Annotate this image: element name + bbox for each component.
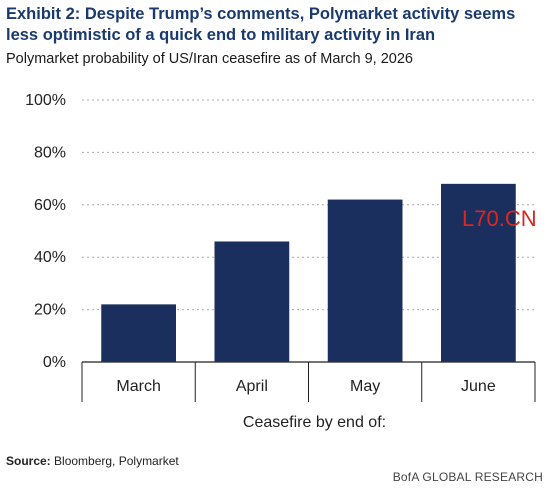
y-tick-label: 80% bbox=[34, 144, 66, 161]
source-text: Bloomberg, Polymarket bbox=[50, 454, 179, 468]
watermark: L70.CN bbox=[462, 206, 537, 231]
y-tick-label: 0% bbox=[43, 354, 66, 371]
chart-title: Exhibit 2: Despite Trump’s comments, Pol… bbox=[6, 5, 516, 44]
x-tick-label: June bbox=[461, 378, 496, 395]
x-tick-label: March bbox=[116, 378, 160, 395]
x-tick-label: May bbox=[350, 378, 380, 395]
bar bbox=[441, 183, 516, 362]
x-tick-label: April bbox=[236, 378, 268, 395]
footer-brand: BofA GLOBAL RESEARCH bbox=[392, 470, 543, 484]
source-note: Source: Bloomberg, Polymarket bbox=[6, 454, 179, 468]
x-axis-title: Ceasefire by end of: bbox=[243, 414, 386, 431]
bar bbox=[214, 241, 290, 362]
y-tick-label: 60% bbox=[34, 197, 66, 214]
bar-chart: 0% 20% 40% 60% 80% 100% March April May June Cease… bbox=[25, 92, 536, 431]
y-tick-label: 40% bbox=[34, 249, 66, 266]
chart-subtitle: Polymarket probability of US/Iran ceasef… bbox=[6, 51, 413, 67]
source-label: Source: bbox=[6, 454, 51, 468]
bar bbox=[327, 199, 403, 362]
y-tick-label: 20% bbox=[34, 302, 66, 319]
bar bbox=[101, 304, 176, 362]
y-tick-label: 100% bbox=[25, 92, 66, 109]
